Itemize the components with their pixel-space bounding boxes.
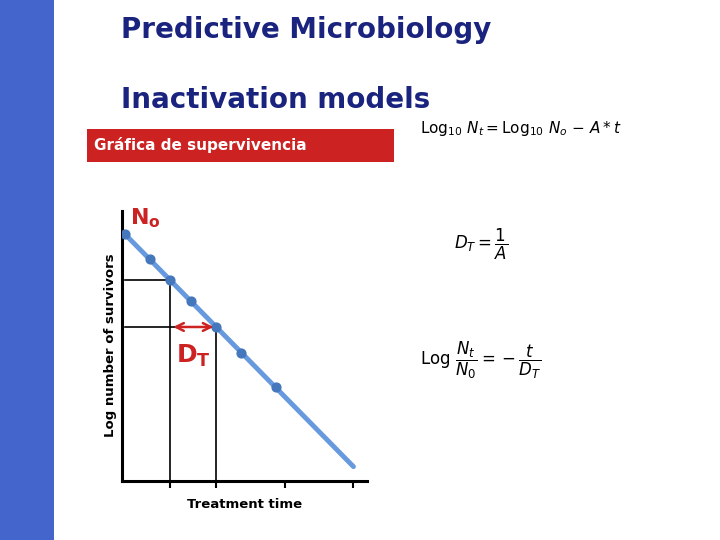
Text: $\mathbf{D_T}$: $\mathbf{D_T}$ xyxy=(176,343,211,369)
Text: $\mathrm{Log}_{10}\ N_t = \mathrm{Log}_{10}\ N_o\ \mathrm{-}\ A * t$: $\mathrm{Log}_{10}\ N_t = \mathrm{Log}_{… xyxy=(420,119,622,138)
Point xyxy=(165,276,176,285)
Point xyxy=(119,230,130,238)
Point xyxy=(235,348,247,357)
Point xyxy=(270,383,282,392)
Text: $\mathrm{Log}\ \dfrac{N_t}{N_0} = -\dfrac{t}{D_T}$: $\mathrm{Log}\ \dfrac{N_t}{N_0} = -\dfra… xyxy=(420,340,541,381)
Point xyxy=(144,255,156,264)
Point xyxy=(185,297,197,306)
FancyBboxPatch shape xyxy=(87,129,394,162)
Text: Predictive Microbiology: Predictive Microbiology xyxy=(121,16,491,44)
Y-axis label: Log number of survivors: Log number of survivors xyxy=(104,254,117,437)
Text: $\mathbf{N_o}$: $\mathbf{N_o}$ xyxy=(130,207,161,230)
Point xyxy=(210,323,222,332)
Text: Inactivation models: Inactivation models xyxy=(121,86,430,114)
Text: Gráfica de supervivencia: Gráfica de supervivencia xyxy=(94,137,307,153)
Text: $D_T = \dfrac{1}{A}$: $D_T = \dfrac{1}{A}$ xyxy=(454,227,508,262)
X-axis label: Treatment time: Treatment time xyxy=(187,498,302,511)
